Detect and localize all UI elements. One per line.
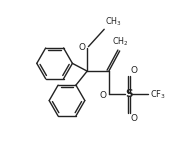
Text: S: S <box>125 89 133 99</box>
Text: CH$_3$: CH$_3$ <box>105 15 122 28</box>
Text: CF$_3$: CF$_3$ <box>150 88 166 101</box>
Text: O: O <box>100 91 106 100</box>
Text: O: O <box>131 66 138 75</box>
Text: O: O <box>79 43 86 52</box>
Text: CH$_2$: CH$_2$ <box>112 36 129 48</box>
Text: O: O <box>131 114 138 123</box>
